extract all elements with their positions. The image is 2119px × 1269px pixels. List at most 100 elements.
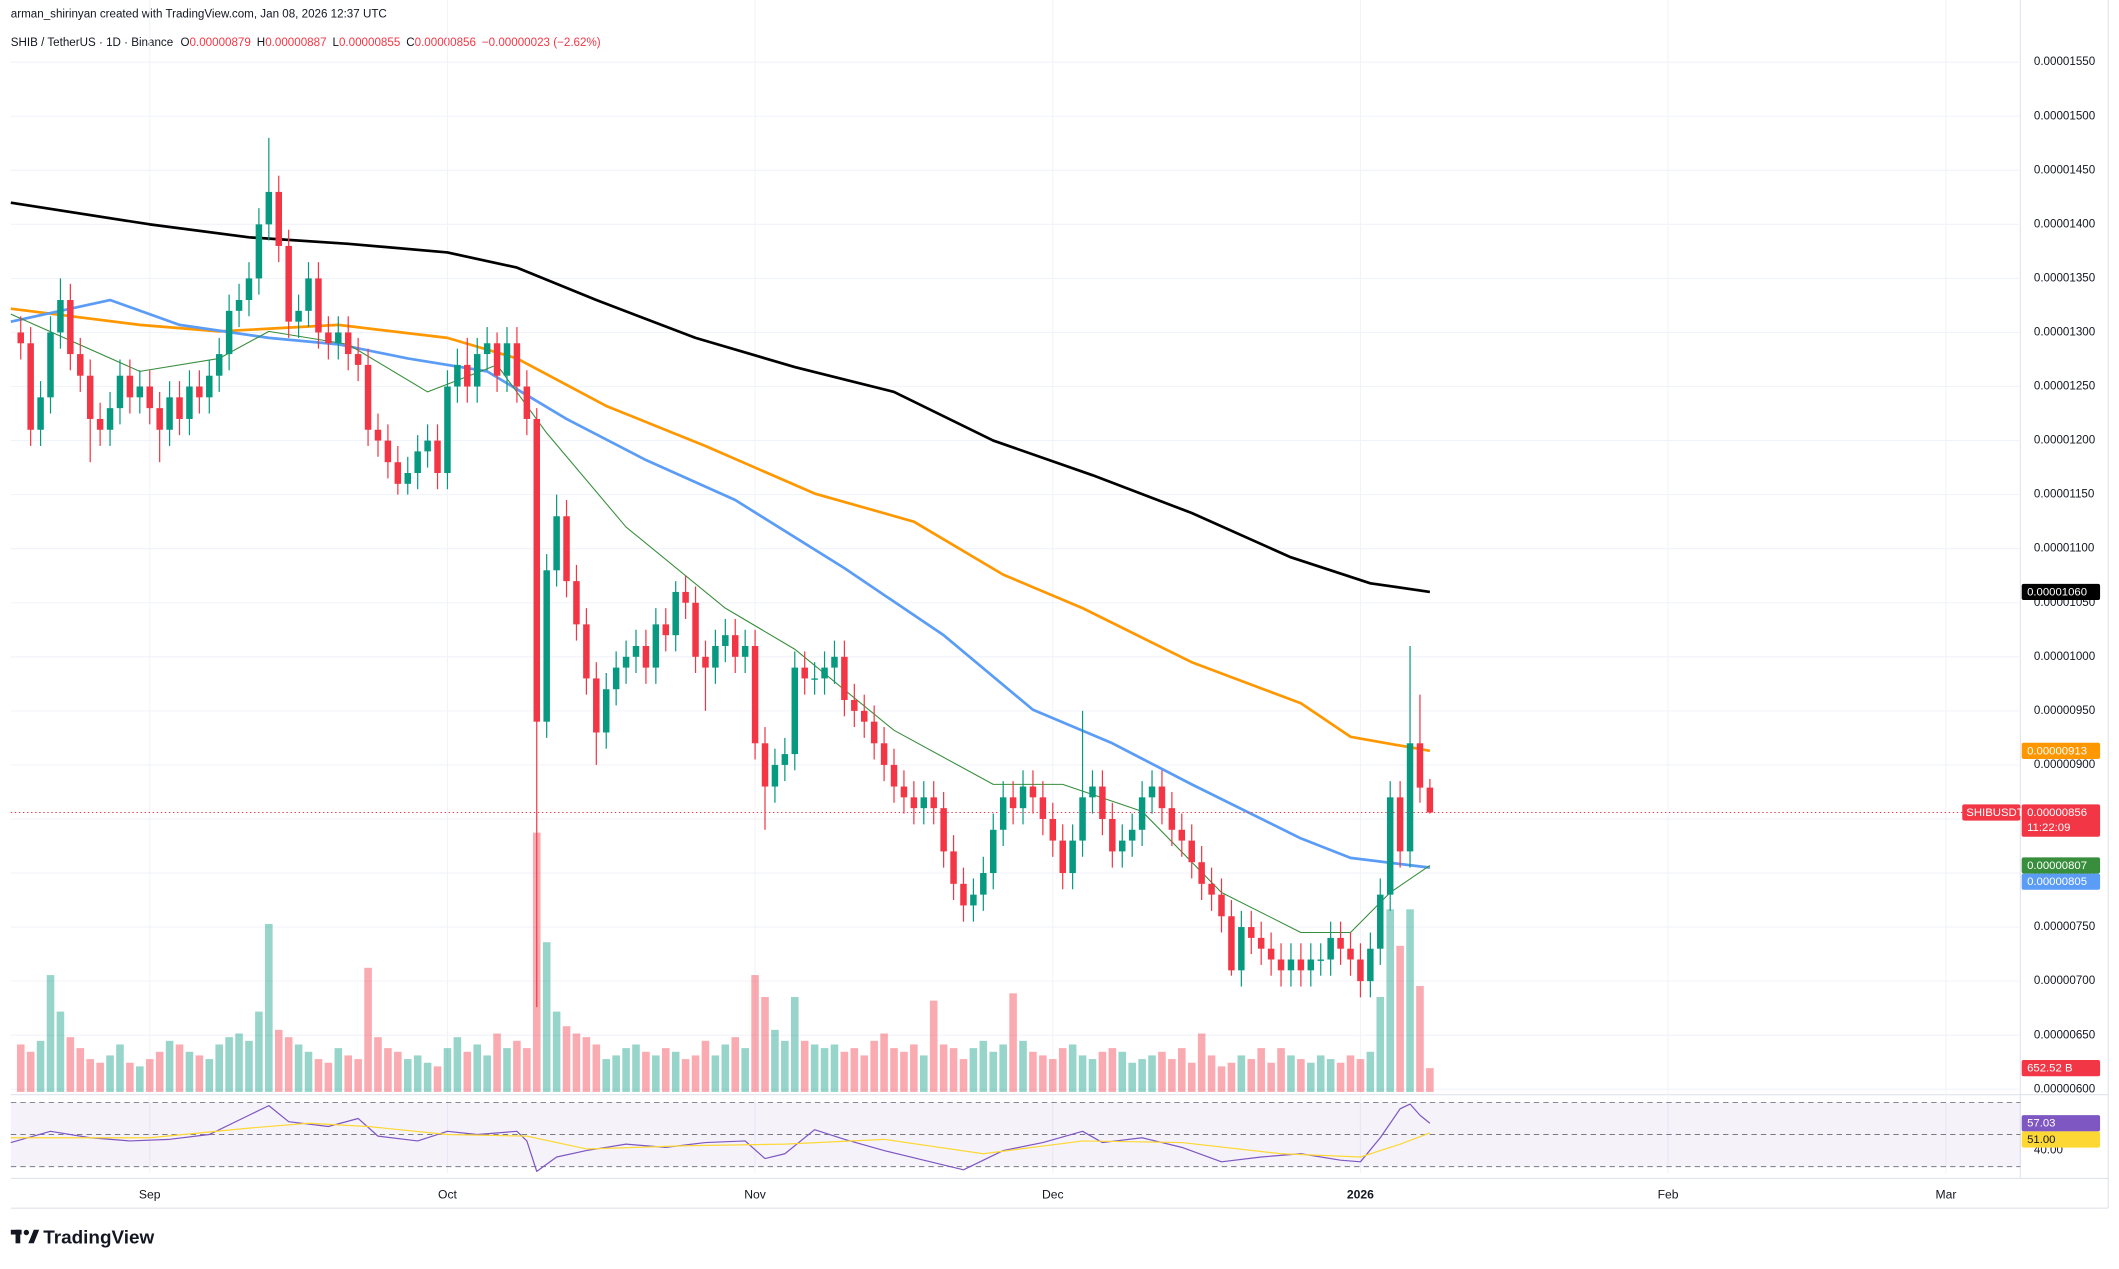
candle-body xyxy=(1416,743,1424,788)
candle-body xyxy=(444,386,451,474)
ohlc-key: H xyxy=(257,36,265,49)
candle-body xyxy=(464,364,471,387)
attribution: arman_shirinyan created with TradingView… xyxy=(11,8,387,21)
candle-body xyxy=(206,375,213,398)
candle-body xyxy=(970,894,977,906)
candle-body xyxy=(483,343,491,355)
candle-body xyxy=(37,397,44,430)
candle-body xyxy=(1178,829,1186,841)
candle-body xyxy=(593,678,600,733)
volume-bar xyxy=(632,1044,640,1092)
volume-bar xyxy=(1217,1066,1226,1092)
countdown: 11:22:09 xyxy=(2027,822,2070,834)
candle-body xyxy=(583,624,590,679)
boxes-layer: SHIBUSDT 0.00001060 0.00000913 0.00000856 11… xyxy=(1962,583,2101,1148)
volume-bar xyxy=(781,1040,789,1092)
candle-body xyxy=(96,418,104,430)
candle-body xyxy=(77,354,84,376)
volume-bar xyxy=(1396,945,1404,1092)
candles-layer xyxy=(17,137,1434,1008)
candle-body xyxy=(126,375,134,398)
volume-bar xyxy=(16,1044,25,1092)
volume-bar xyxy=(761,996,769,1092)
candle-body xyxy=(751,645,759,744)
volume-bar xyxy=(413,1055,422,1092)
candle-body xyxy=(414,451,421,474)
candle-body xyxy=(106,408,114,430)
volume-bar xyxy=(116,1044,124,1092)
candle-body xyxy=(851,700,858,711)
candle-body xyxy=(980,873,987,895)
y-tick-label: 0.00000700 xyxy=(2034,974,2095,987)
price-label: 0.00001060 xyxy=(2027,586,2087,598)
volume-bar xyxy=(76,1048,85,1092)
candle-body xyxy=(364,364,372,430)
volume-bar xyxy=(185,1051,194,1092)
candle-body xyxy=(235,300,243,311)
y-tick-label: 0.00000750 xyxy=(2034,920,2095,933)
candle-body xyxy=(354,354,362,365)
volume-bar xyxy=(1158,1051,1166,1092)
candle-body xyxy=(563,516,570,582)
volume-bar xyxy=(920,1055,928,1092)
volume-bar xyxy=(165,1040,174,1092)
brand-logo xyxy=(10,1229,40,1244)
candle-body xyxy=(255,224,263,279)
volume-bar xyxy=(900,1051,908,1092)
volume-bar xyxy=(642,1051,650,1092)
volume-bar xyxy=(800,1040,809,1092)
candle-body xyxy=(215,354,223,376)
y-tick-label: 0.00000650 xyxy=(2034,1028,2095,1041)
candle-body xyxy=(1396,797,1404,852)
volume-bar xyxy=(1257,1048,1265,1092)
volume-bar xyxy=(1416,986,1424,1092)
volume-bar xyxy=(1098,1051,1107,1092)
volume-bar xyxy=(1138,1059,1146,1092)
volume-bar xyxy=(274,1029,283,1092)
y-tick-label: 0.00001350 xyxy=(2034,271,2095,284)
price-label: 0.00000856 xyxy=(2027,807,2087,819)
candle-body xyxy=(384,440,392,463)
candle-body xyxy=(503,343,511,376)
candle-body xyxy=(136,386,144,398)
volume-bar xyxy=(1237,1055,1246,1092)
price-label-box xyxy=(2021,873,2101,890)
candle-body xyxy=(1049,818,1057,841)
ohlc-value: 0.00000887 xyxy=(265,36,326,49)
volume-bar xyxy=(910,1044,918,1092)
candle-body xyxy=(434,440,441,474)
volume-bar xyxy=(959,1059,968,1092)
volume-bar xyxy=(493,1033,501,1092)
volume-bar xyxy=(1227,1062,1236,1092)
candle-body xyxy=(771,764,779,787)
volume-bar xyxy=(929,1000,938,1092)
volume-bar xyxy=(106,1055,114,1092)
moving-average-line xyxy=(10,313,1431,934)
candle-body xyxy=(47,332,54,398)
logo-part xyxy=(15,1229,21,1244)
ohlc-value: 0.00000879 xyxy=(190,36,251,49)
price-label-box xyxy=(2021,742,2101,759)
change: −0.00000023 (−2.62%) xyxy=(482,36,601,49)
candle-body xyxy=(1009,797,1017,809)
volume-bar xyxy=(691,1055,700,1092)
volume-bar xyxy=(1029,1051,1037,1092)
candle-body xyxy=(950,851,957,884)
candle-body xyxy=(1228,916,1235,971)
candle-body xyxy=(1198,862,1205,884)
candle-body xyxy=(404,473,412,484)
volume-bar xyxy=(612,1055,620,1092)
ohlc-key: C xyxy=(406,36,414,49)
candle-body xyxy=(960,883,967,906)
volume-bar xyxy=(979,1040,988,1092)
volume-bar xyxy=(939,1044,948,1092)
candle-body xyxy=(1119,840,1126,852)
candle-body xyxy=(225,310,233,355)
volume-bar xyxy=(949,1048,958,1092)
candle-body xyxy=(553,516,560,571)
candle-body xyxy=(761,743,769,787)
volume-bar xyxy=(622,1048,630,1092)
candle-body xyxy=(1297,959,1305,971)
y-tick-label: 0.00000600 xyxy=(2034,1082,2095,1095)
